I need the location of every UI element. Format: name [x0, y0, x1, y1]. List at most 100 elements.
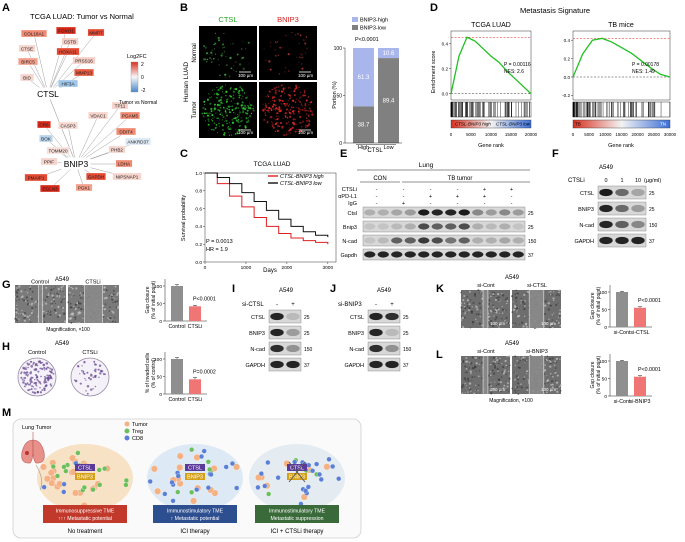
cell-speckle: [470, 372, 472, 375]
gene-label: FOXO1: [58, 29, 74, 34]
cell-speckle: [508, 390, 510, 392]
group-tb: TB tumor: [448, 176, 473, 182]
invaded-cell: [29, 378, 32, 381]
cell-speckle: [495, 316, 498, 319]
cell-speckle: [507, 382, 509, 385]
cell-speckle: [553, 364, 556, 367]
speckle: [209, 96, 211, 99]
invaded-cell: [31, 385, 33, 387]
cell-speckle: [74, 318, 76, 321]
cell-speckle: [551, 383, 554, 386]
cell-dot: [81, 484, 87, 491]
speckle: [238, 92, 240, 94]
invaded-cell: [86, 371, 89, 374]
cell-speckle: [524, 356, 526, 359]
stat-p: P = 0.0013: [206, 239, 233, 245]
speckle: [275, 107, 278, 110]
x-group-label: CTSL: [367, 148, 383, 154]
cell-speckle: [515, 304, 518, 306]
cell-speckle: [524, 316, 526, 318]
speckle: [271, 89, 273, 91]
cell-speckle: [54, 303, 56, 305]
cell-speckle: [44, 299, 47, 301]
speckle: [285, 131, 287, 133]
ctsl-chip: [287, 464, 307, 471]
cell-speckle: [520, 297, 523, 300]
gene-node: [112, 172, 142, 181]
speckle: [304, 109, 306, 112]
cell-speckle: [23, 311, 26, 315]
blot-band: [377, 223, 389, 230]
panel-l: L A549 si-Cont si-BNIP3 100 µm 100 µm Ma…: [436, 341, 661, 405]
treatment-label: si-CTSL: [242, 302, 264, 308]
cell-speckle: [503, 384, 506, 387]
cell-dot: [147, 478, 153, 485]
cell-speckle: [104, 303, 107, 305]
invaded-cell: [90, 388, 93, 391]
speckle: [303, 39, 305, 41]
speckle: [278, 90, 280, 92]
speckle: [282, 117, 284, 120]
x-tick-label: Control: [168, 324, 185, 330]
y-tick-label: 0.4: [195, 224, 202, 230]
western-blot-e: CTSLi - - - - + +αPD-L1- - + + + -IgG - + - - - -Ctsl 25Bn…: [338, 187, 537, 261]
speckle: [269, 45, 271, 47]
speckle: [306, 125, 308, 127]
blot-band: [631, 188, 645, 197]
speckle: [307, 96, 310, 98]
cell-speckle: [60, 306, 62, 308]
speckle: [202, 115, 205, 118]
cell-speckle: [16, 287, 18, 289]
cell-speckle: [550, 384, 553, 386]
invaded-cell: [44, 387, 46, 390]
bar: [616, 292, 628, 327]
cell-speckle: [522, 356, 525, 359]
cell-speckle: [46, 295, 49, 298]
speckle: [242, 40, 244, 42]
gene-node: [56, 26, 76, 35]
cell-speckle: [488, 319, 490, 321]
speckle: [273, 108, 275, 110]
speckle: [296, 106, 298, 108]
cell-speckle: [494, 364, 496, 367]
x-tick-label: 5000: [466, 132, 476, 137]
speckle: [264, 112, 266, 114]
cell-speckle: [516, 315, 520, 318]
speckle: [303, 107, 306, 110]
cell-speckle: [557, 303, 559, 305]
blot-band: [615, 236, 629, 245]
invaded-cell: [27, 383, 30, 386]
speckle: [276, 86, 278, 88]
condition-label: αPD-L1: [338, 194, 357, 200]
speckle: [305, 99, 308, 102]
speckle: [273, 96, 276, 99]
left-p: P = 0.00116: [504, 62, 531, 68]
mw-marker: 150: [528, 239, 537, 245]
speckle: [216, 103, 219, 106]
cell-speckle: [72, 293, 74, 295]
cell-speckle: [64, 320, 67, 323]
blot-band: [431, 209, 443, 216]
speckle: [214, 32, 217, 34]
speckle: [228, 75, 231, 78]
hub-label: BNIP3: [64, 159, 89, 169]
gene-label: ANKRD37: [127, 140, 149, 145]
y-tick-label: 0.6: [195, 206, 202, 212]
bar-segment-low: [378, 58, 399, 143]
speckle: [217, 39, 220, 42]
speckle: [228, 111, 231, 114]
invaded-cell: [45, 362, 49, 365]
blot-band: [472, 209, 484, 216]
cell-speckle: [115, 306, 118, 309]
speckle: [285, 134, 287, 136]
speckle: [204, 120, 206, 122]
speckle: [211, 114, 214, 117]
cell-dot: [326, 456, 332, 462]
speckle: [287, 53, 290, 56]
blot-band: [377, 209, 389, 216]
y-tick-label: 0.4: [442, 41, 449, 46]
cell-speckle: [489, 363, 491, 365]
cell-speckle: [554, 371, 557, 374]
